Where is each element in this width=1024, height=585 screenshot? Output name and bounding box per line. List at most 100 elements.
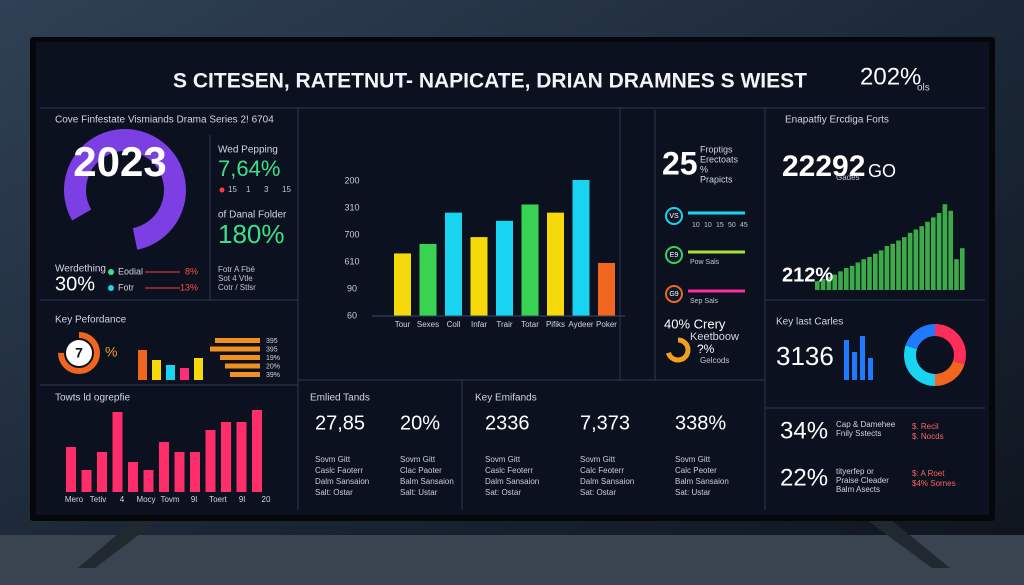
dot: [219, 187, 225, 193]
column-line: Sovm Gitt: [675, 455, 711, 464]
legend-value: 13%: [180, 282, 198, 292]
donut: [665, 337, 691, 363]
label: Sep Sals: [690, 298, 719, 305]
label: GO: [868, 161, 896, 181]
bar: [844, 268, 849, 290]
bar: [190, 452, 200, 492]
column-line: Calc Feoterr: [580, 466, 624, 475]
bar: [855, 262, 861, 290]
legend-label: Fotr: [118, 282, 134, 292]
column-line: Sat: Ustar: [675, 488, 711, 497]
column-line: Dalm Sansaion: [315, 477, 369, 486]
column-line: Caslc Feoterr: [485, 466, 533, 475]
column-line: Dalm Sansaion: [485, 477, 539, 486]
column-value: 20%: [400, 412, 440, 434]
tick-label: 15: [228, 185, 237, 194]
bar: [815, 281, 820, 290]
bar: [873, 253, 878, 290]
y-tick-label: 310: [344, 202, 359, 212]
label: Fnily Sstects: [836, 429, 881, 438]
bar: [860, 336, 865, 380]
year: 2023: [73, 138, 166, 185]
x-tick-label: Poker: [596, 320, 617, 329]
label: Wed Pepping: [218, 145, 278, 156]
panel-heading: Emlied Tands: [310, 393, 370, 404]
bar: [159, 442, 169, 492]
big-value: 22292: [782, 150, 865, 183]
bar: [205, 430, 216, 492]
legend-value: 8%: [185, 266, 198, 276]
label: 20%: [266, 363, 280, 370]
column-line: Caslc Faoterr: [315, 466, 363, 475]
bar: [236, 422, 247, 492]
x-tick-label: Tovm: [160, 495, 179, 504]
column-line: Dalm Sansaion: [580, 477, 634, 486]
bar: [942, 204, 948, 290]
bar: [896, 240, 901, 290]
bar: [521, 204, 539, 316]
label: %: [105, 344, 117, 360]
x-tick-label: 9l: [239, 495, 245, 504]
label: 39%: [266, 372, 280, 379]
legend-dot: [108, 285, 114, 291]
bar: [470, 237, 488, 316]
x-tick-label: Tour: [395, 320, 411, 329]
label: Cap & Damehee: [836, 420, 896, 429]
column-value: 27,85: [315, 412, 365, 434]
shelf: [0, 535, 1024, 585]
label: 395: [266, 338, 278, 345]
bar: [97, 452, 107, 492]
column-line: Balm Sansaion: [675, 477, 729, 486]
bar: [890, 243, 895, 290]
tick-label: 15: [716, 222, 724, 229]
label: Erectoats: [700, 154, 739, 164]
bar: [826, 276, 832, 290]
tv-leg: [860, 515, 950, 568]
hbar: [210, 346, 260, 352]
bar: [844, 340, 849, 380]
bar: [572, 180, 590, 316]
label: Froptigs: [700, 144, 733, 154]
label: of Danal Folder: [218, 210, 287, 221]
label: 19%: [266, 355, 280, 362]
title: S CITESEN, RATETNUT- NAPICATE, DRIAN DRA…: [173, 70, 807, 93]
bar: [902, 237, 907, 290]
badge: [665, 246, 683, 264]
bar: [194, 358, 203, 380]
donut-core: [66, 340, 92, 366]
label: 395: [266, 346, 278, 353]
label: 40% Crery: [664, 316, 726, 331]
header-value: 202%: [860, 63, 921, 90]
hbar: [215, 338, 260, 343]
bar: [861, 259, 866, 290]
bar: [496, 220, 513, 316]
legend-dot: [108, 269, 114, 275]
panel-heading: Towts ld ogrepfie: [55, 393, 130, 404]
tick-label: 10: [692, 222, 700, 229]
x-tick-label: Pifiks: [546, 320, 565, 329]
bar: [66, 447, 76, 492]
stat-value: 30%: [55, 273, 95, 295]
bar: [838, 271, 843, 290]
badge-label: E9: [670, 252, 679, 259]
bar: [867, 257, 872, 290]
tick-label: 50: [728, 222, 736, 229]
donut-segment: [904, 324, 966, 386]
bar: [128, 462, 138, 492]
x-tick-label: Trair: [496, 320, 512, 329]
tick-label: 45: [740, 222, 748, 229]
bar: [166, 365, 175, 380]
tick-label: 3: [264, 185, 269, 194]
bar: [820, 279, 826, 290]
bar: [598, 262, 615, 316]
bar: [152, 360, 161, 380]
x-tick-label: Infar: [471, 320, 487, 329]
y-tick-label: 610: [344, 256, 359, 266]
y-tick-label: 60: [347, 310, 357, 320]
bar: [252, 410, 262, 492]
bar: [954, 259, 959, 290]
badge: [665, 285, 683, 303]
bar: [221, 422, 231, 492]
y-tick-label: 200: [344, 175, 359, 185]
column-line: Clac Paoter: [400, 466, 442, 475]
